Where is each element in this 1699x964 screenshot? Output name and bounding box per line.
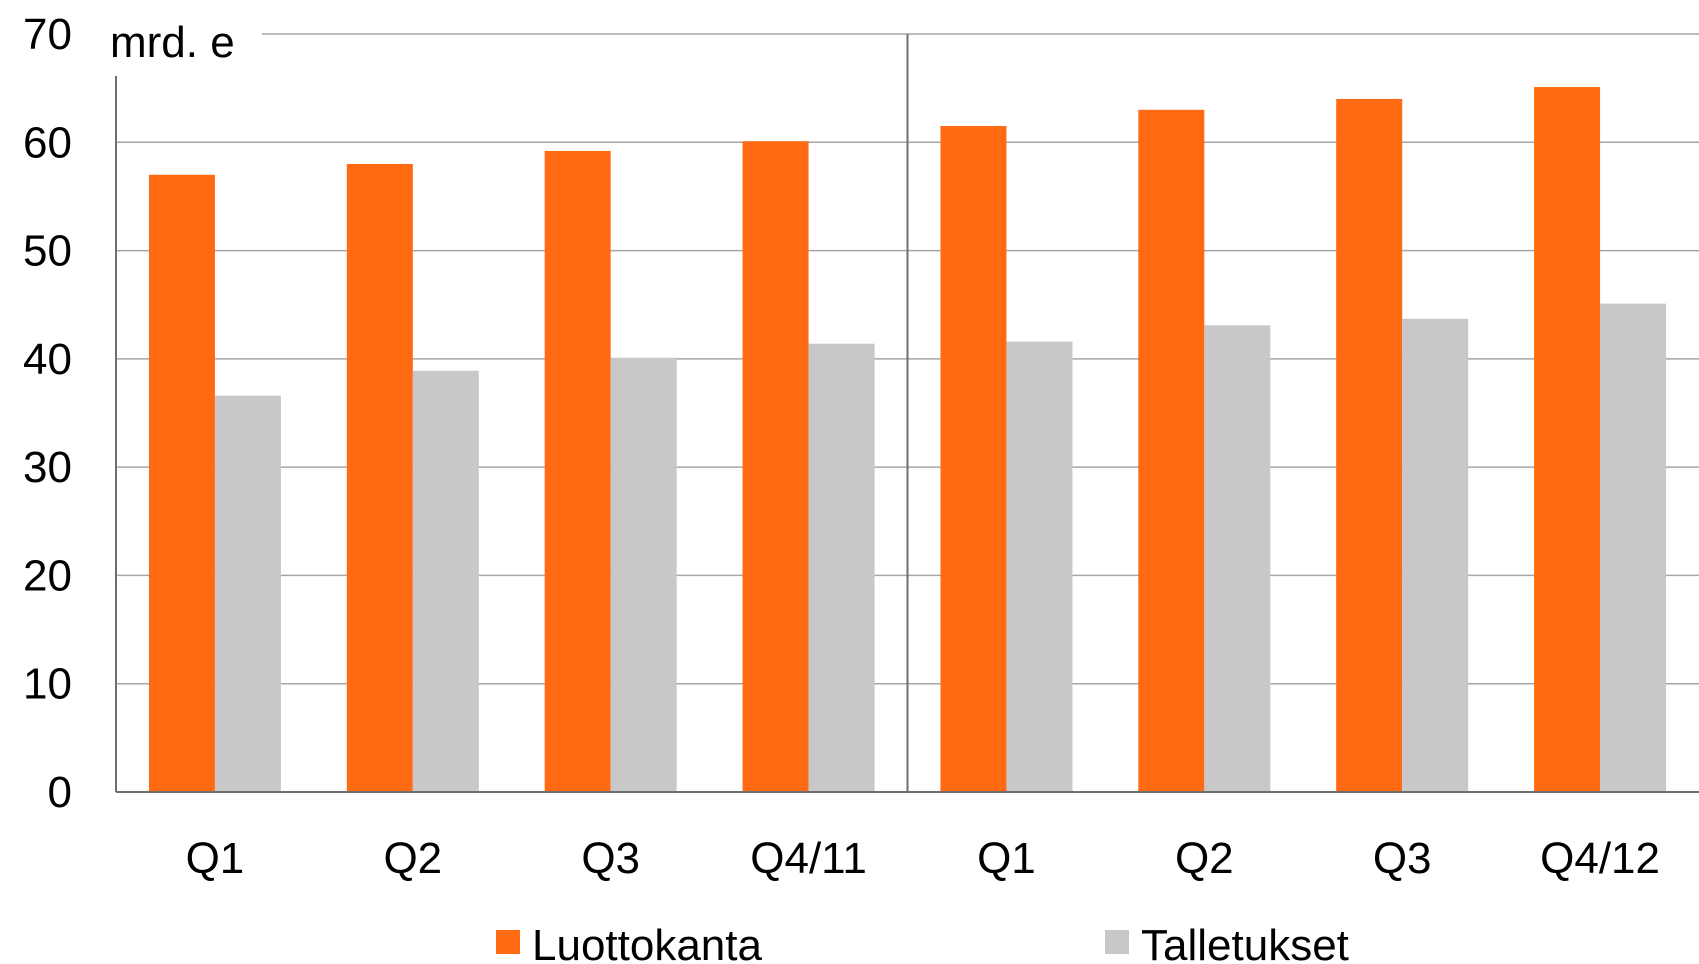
x-category-label-8: Q4/12 <box>1540 834 1660 883</box>
bar-talletukset-3 <box>610 357 677 792</box>
bar-talletukset-2 <box>412 370 479 792</box>
bar-talletukset-4 <box>808 343 875 792</box>
bar-talletukset-7 <box>1402 318 1469 792</box>
bar-talletukset-1 <box>214 395 281 792</box>
y-tick-label-50: 50 <box>23 227 72 276</box>
y-tick-label-10: 10 <box>23 660 72 709</box>
x-category-label-3: Q3 <box>581 834 640 883</box>
y-tick-label-30: 30 <box>23 443 72 492</box>
bar-luottokanta-8 <box>1534 87 1601 792</box>
bars <box>148 87 1667 793</box>
bar-luottokanta-7 <box>1336 98 1403 792</box>
x-category-labels: Q1 Q2 Q3 Q4/11 Q1 Q2 Q3 Q4/12 <box>186 834 1660 883</box>
bar-talletukset-8 <box>1600 303 1667 792</box>
y-tick-label-60: 60 <box>23 118 72 167</box>
x-category-label-2: Q2 <box>383 834 442 883</box>
x-category-label-6: Q2 <box>1175 834 1234 883</box>
bar-luottokanta-2 <box>346 163 413 792</box>
y-tick-label-0: 0 <box>48 768 72 817</box>
legend-label-luottokanta: Luottokanta <box>532 921 762 964</box>
y-tick-label-20: 20 <box>23 551 72 600</box>
bar-talletukset-5 <box>1006 341 1073 792</box>
bar-luottokanta-1 <box>148 174 215 792</box>
axes <box>115 34 1699 793</box>
bar-talletukset-6 <box>1204 325 1271 792</box>
bar-luottokanta-4 <box>742 141 809 792</box>
x-category-label-5: Q1 <box>977 834 1036 883</box>
bar-luottokanta-5 <box>940 126 1007 793</box>
legend-swatch-luottokanta <box>496 930 520 954</box>
y-tick-label-40: 40 <box>23 335 72 384</box>
legend: Luottokanta Talletukset <box>496 921 1349 964</box>
y-tick-labels: 0 10 20 30 40 50 60 70 <box>23 10 72 817</box>
legend-label-talletukset: Talletukset <box>1141 921 1349 964</box>
bar-luottokanta-3 <box>544 150 611 792</box>
bar-luottokanta-6 <box>1138 109 1205 793</box>
x-category-label-4: Q4/11 <box>750 834 867 883</box>
legend-swatch-talletukset <box>1105 930 1129 954</box>
y-tick-label-70: 70 <box>23 10 72 59</box>
x-category-label-7: Q3 <box>1373 834 1432 883</box>
y-axis-unit-label: mrd. e <box>110 18 235 67</box>
x-category-label-1: Q1 <box>186 834 245 883</box>
